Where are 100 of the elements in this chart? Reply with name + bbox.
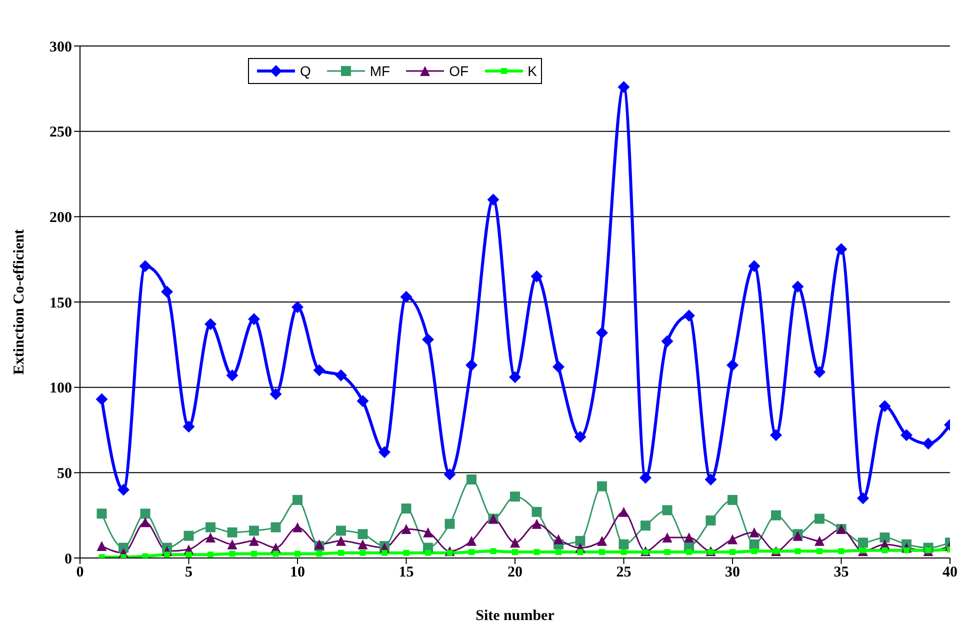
point	[292, 301, 304, 314]
point	[900, 429, 912, 442]
point	[706, 515, 716, 526]
point	[618, 506, 629, 517]
x-tick-label: 20	[508, 564, 522, 581]
point	[599, 549, 605, 556]
point	[400, 290, 412, 303]
point	[292, 522, 302, 532]
point	[466, 359, 478, 372]
point	[814, 536, 824, 546]
point	[728, 494, 738, 505]
point	[161, 286, 173, 298]
point	[552, 360, 564, 373]
point	[922, 438, 934, 450]
point	[335, 369, 347, 382]
point	[164, 552, 170, 558]
point	[814, 514, 824, 524]
point	[748, 260, 760, 272]
point	[226, 369, 238, 382]
point	[662, 532, 672, 543]
point	[534, 549, 540, 556]
point	[792, 280, 804, 293]
point	[272, 550, 279, 557]
y-tick-label: 50	[57, 466, 72, 482]
point	[142, 553, 148, 558]
point	[532, 506, 542, 517]
point	[857, 492, 869, 504]
y-tick-label: 300	[50, 39, 72, 56]
point	[403, 550, 410, 556]
point	[206, 522, 216, 532]
point	[510, 492, 520, 502]
point	[596, 326, 608, 339]
point	[229, 550, 236, 557]
legend-label: Q	[300, 63, 311, 79]
x-tick-label: 10	[290, 564, 305, 581]
point	[640, 520, 650, 531]
point	[444, 518, 455, 529]
point	[313, 364, 326, 376]
point	[794, 548, 801, 554]
point	[686, 549, 692, 556]
point	[683, 310, 695, 322]
point	[466, 536, 476, 546]
point	[749, 539, 760, 550]
point	[248, 313, 260, 326]
point	[882, 547, 888, 554]
point	[360, 550, 366, 556]
point	[487, 194, 500, 206]
point	[251, 550, 257, 557]
point	[468, 549, 474, 556]
y-tick-label: 0	[64, 551, 72, 568]
point	[358, 539, 368, 550]
point	[618, 80, 630, 93]
point	[204, 318, 216, 330]
point	[730, 549, 736, 556]
point	[140, 508, 150, 519]
point	[661, 335, 674, 348]
point	[316, 550, 322, 557]
point	[664, 549, 670, 556]
point	[640, 472, 652, 484]
point	[182, 420, 195, 433]
x-tick-label: 15	[398, 564, 414, 581]
point	[835, 243, 848, 256]
point	[662, 505, 672, 516]
point	[270, 522, 281, 532]
point	[618, 539, 629, 550]
legend-label: K	[528, 63, 537, 79]
point	[227, 527, 238, 538]
point	[704, 473, 717, 486]
y-tick-label: 150	[50, 295, 72, 312]
point	[858, 538, 868, 548]
point	[139, 260, 152, 272]
point	[751, 548, 758, 554]
point	[186, 552, 192, 558]
x-tick-label: 35	[834, 564, 849, 581]
point	[490, 548, 496, 554]
point	[96, 393, 108, 406]
point	[749, 527, 760, 538]
y-tick-label: 250	[50, 124, 72, 141]
point	[466, 474, 476, 484]
point	[814, 366, 826, 378]
point	[206, 532, 216, 543]
point	[620, 549, 627, 556]
point	[726, 359, 738, 372]
legend-label: MF	[370, 63, 390, 79]
point	[140, 517, 150, 528]
point	[728, 534, 738, 544]
x-tick-label: 25	[616, 564, 632, 581]
point	[770, 429, 782, 442]
point	[532, 518, 542, 529]
point	[378, 446, 390, 458]
point	[423, 527, 433, 538]
point	[208, 552, 214, 558]
point	[444, 468, 456, 480]
point	[336, 536, 346, 546]
point	[338, 550, 344, 556]
x-tick-label: 30	[725, 564, 740, 581]
point	[554, 534, 564, 544]
point	[880, 532, 890, 543]
point	[878, 400, 891, 412]
point	[356, 394, 369, 407]
